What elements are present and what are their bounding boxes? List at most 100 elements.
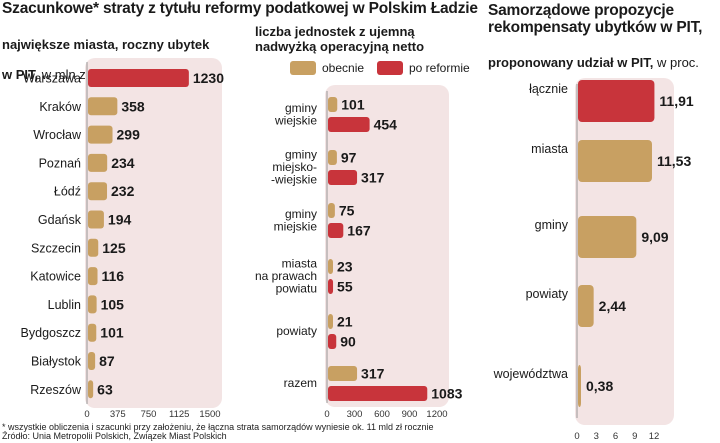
chart2-tick-label: 900	[402, 409, 418, 420]
chart2-bar-before	[328, 314, 333, 329]
chart1-category-label: Kraków	[39, 100, 82, 114]
chart1-bar	[88, 352, 96, 370]
chart1-bar	[88, 380, 94, 399]
chart2-category-label: gminy miejsko--wiejskie	[271, 148, 317, 187]
chart2-panel	[325, 85, 449, 407]
source-note: Źródło: Unia Metropolii Polskich, Związe…	[2, 431, 227, 441]
chart3-bar	[578, 140, 652, 182]
chart2-value-label: 97	[341, 150, 357, 166]
chart2-value-label: 167	[347, 223, 371, 239]
chart3-subtitle-unit: w proc.	[653, 55, 699, 70]
chart2-tick-label: 600	[374, 409, 390, 420]
chart1-category-label: Gdańsk	[38, 213, 82, 227]
chart2-category-label: miasta na prawach powiatu	[255, 257, 317, 296]
chart1-value-label: 232	[111, 183, 135, 199]
main-title: Szacunkowe* straty z tytułu reformy poda…	[2, 0, 478, 17]
chart3-value-label: 0,38	[586, 378, 613, 394]
chart1-category-label: Lublin	[48, 298, 81, 312]
chart2-category-label: gminy wiejskie	[274, 101, 317, 128]
chart3-value-label: 9,09	[641, 229, 668, 245]
chart3-value-label: 11,91	[659, 93, 693, 109]
chart2-value-label: 23	[337, 259, 353, 275]
chart3-bar	[578, 216, 637, 258]
chart2-bar-after	[328, 279, 334, 294]
chart2-tick-label: 300	[347, 409, 363, 420]
chart1-tick-label: 750	[141, 409, 157, 420]
chart3-tick-label: 9	[632, 431, 637, 442]
chart3-category-label: gminy	[535, 218, 569, 232]
chart1-tick-label: 375	[110, 409, 126, 420]
chart3-title: Samorządowe propozycje rekompensaty ubyt…	[488, 2, 703, 36]
chart3-bar	[578, 285, 594, 327]
chart2-value-label: 454	[374, 117, 398, 133]
legend-swatch-after	[377, 61, 403, 75]
chart1-value-label: 194	[108, 212, 132, 228]
chart1-category-label: Warszawa	[23, 72, 81, 86]
chart1-bar	[88, 295, 97, 314]
chart1-category-label: Białystok	[31, 355, 82, 369]
legend-swatch-before	[290, 61, 316, 75]
chart3-tick-label: 12	[649, 431, 660, 442]
legend-label-before: obecnie	[322, 61, 365, 75]
chart1-category-label: Poznań	[39, 156, 81, 170]
chart2-tick-label: 1200	[426, 409, 447, 420]
chart1-bar	[88, 97, 118, 116]
chart2-subtitle: liczba jednostek z ujemną nadwyżką opera…	[255, 24, 425, 54]
chart2-bar-before	[328, 150, 337, 165]
chart1-category-label: Rzeszów	[30, 383, 82, 397]
chart1-value-label: 116	[102, 268, 125, 284]
chart1-value-label: 105	[101, 296, 125, 312]
chart3-category-label: łącznie	[529, 82, 568, 96]
chart1-bar	[88, 69, 189, 87]
chart3-value-label: 11,53	[657, 153, 691, 169]
chart1-value-label: 358	[121, 98, 145, 114]
chart1-category-label: Łódź	[54, 185, 81, 199]
chart2-value-label: 21	[337, 314, 353, 330]
chart1-value-label: 125	[102, 240, 126, 256]
chart2-value-label: 1083	[431, 386, 462, 402]
chart1-bar	[88, 210, 104, 229]
chart1-value-label: 63	[97, 381, 113, 397]
chart2-tick-label: 0	[324, 409, 329, 420]
chart1-subtitle-line2: w PIT,	[2, 67, 39, 82]
chart2-value-label: 55	[337, 279, 353, 295]
chart2-value-label: 75	[339, 203, 355, 219]
chart3-tick-label: 0	[574, 431, 579, 442]
chart3-category-label: powiaty	[526, 287, 569, 301]
chart3-value-label: 2,44	[599, 298, 626, 314]
chart1-panel	[85, 58, 222, 408]
chart1-tick-label: 1125	[169, 409, 189, 420]
chart1-subtitle-line1: największe miasta, roczny ubytek	[2, 37, 210, 52]
chart1-bar	[88, 238, 99, 257]
chart3-category-label: województwa	[493, 367, 568, 381]
chart3-bar	[578, 80, 655, 122]
chart2-bar-before	[328, 203, 335, 218]
chart1-tick-label: 1500	[199, 409, 220, 420]
chart2-bar-after	[328, 334, 337, 349]
chart2-category-label: gminy miejskie	[274, 207, 318, 234]
footnote: * wszystkie obliczenia i szacunki przy z…	[2, 422, 434, 432]
chart3-category-label: miasta	[531, 142, 568, 156]
chart3-subtitle: proponowany udział w PIT, w proc.	[488, 40, 699, 70]
chart2-bar-before	[328, 366, 358, 381]
chart2-bar-after	[328, 386, 428, 401]
chart2-value-label: 90	[340, 334, 356, 350]
chart2-bar-after	[328, 223, 344, 238]
chart2-bar-before	[328, 97, 338, 112]
chart2-bar-before	[328, 259, 333, 274]
chart1-category-label: Wrocław	[33, 128, 82, 142]
chart2-value-label: 317	[361, 170, 385, 186]
chart3-tick-label: 6	[613, 431, 618, 442]
chart1-value-label: 234	[111, 155, 135, 171]
chart2-value-label: 317	[361, 366, 385, 382]
chart2-bar-after	[328, 170, 358, 185]
chart1-category-label: Szczecin	[31, 241, 81, 255]
chart1-category-label: Katowice	[30, 270, 81, 284]
chart2-bar-after	[328, 117, 370, 132]
chart1-category-label: Bydgoszcz	[21, 326, 81, 340]
chart1-bar	[88, 323, 97, 342]
chart2-category-label: razem	[284, 376, 317, 390]
chart1-value-label: 101	[100, 325, 124, 341]
chart3-subtitle-bold: proponowany udział w PIT,	[488, 55, 654, 70]
